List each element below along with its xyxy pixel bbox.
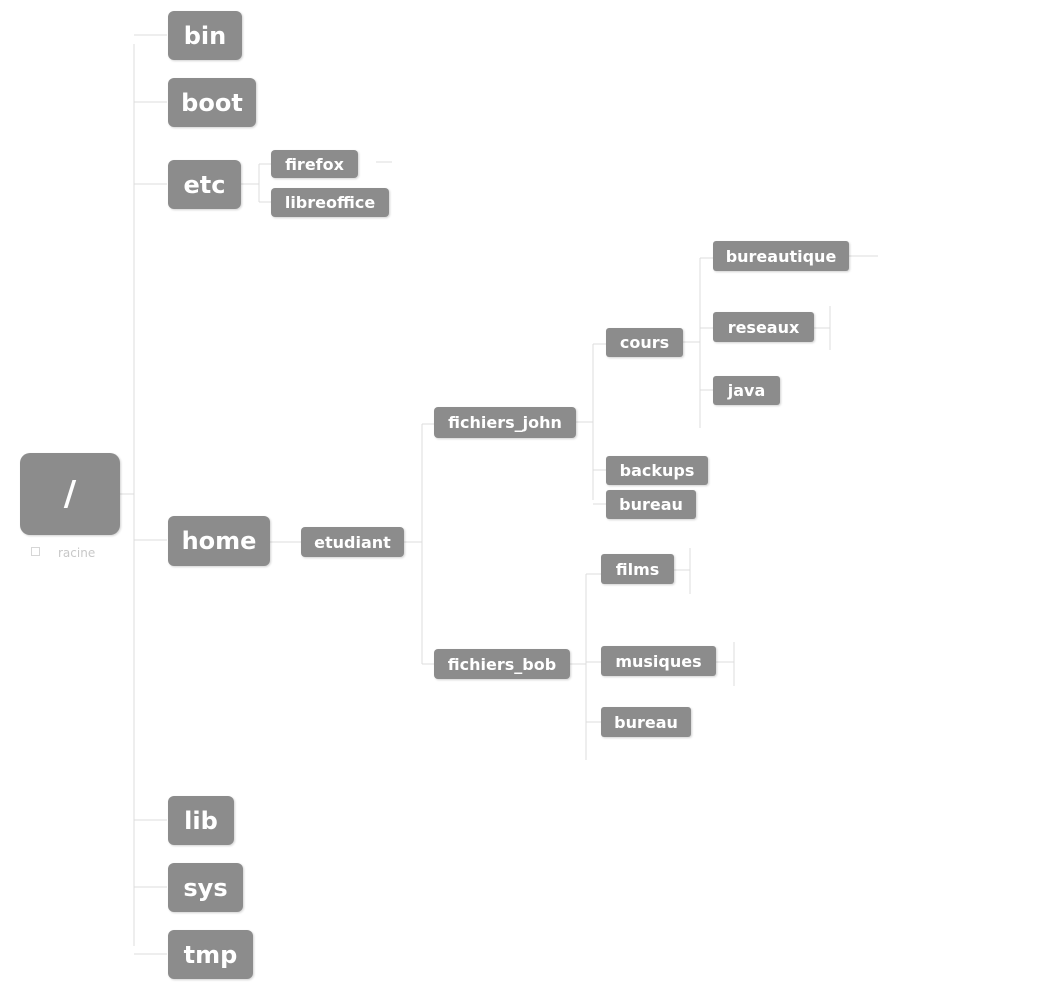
node-firefox[interactable]: firefox xyxy=(271,150,358,178)
node-sys[interactable]: sys xyxy=(168,863,243,912)
node-bureau-bob[interactable]: bureau xyxy=(601,707,691,737)
node-backups[interactable]: backups xyxy=(606,456,708,485)
node-fichiers-bob[interactable]: fichiers_bob xyxy=(434,649,570,679)
node-films[interactable]: films xyxy=(601,554,674,584)
node-bin[interactable]: bin xyxy=(168,11,242,60)
node-libreoffice[interactable]: libreoffice xyxy=(271,188,389,217)
root-node[interactable]: / xyxy=(20,453,120,535)
node-fichiers-john[interactable]: fichiers_john xyxy=(434,407,576,438)
node-home[interactable]: home xyxy=(168,516,270,566)
node-tmp[interactable]: tmp xyxy=(168,930,253,979)
node-etc[interactable]: etc xyxy=(168,160,241,209)
node-java[interactable]: java xyxy=(713,376,780,405)
root-caption: racine xyxy=(58,546,96,560)
root-caption-checkbox xyxy=(31,547,40,556)
node-bureautique[interactable]: bureautique xyxy=(713,241,849,271)
node-bureau-john[interactable]: bureau xyxy=(606,490,696,519)
node-reseaux[interactable]: reseaux xyxy=(713,312,814,342)
node-boot[interactable]: boot xyxy=(168,78,256,127)
node-cours[interactable]: cours xyxy=(606,328,683,357)
node-etudiant[interactable]: etudiant xyxy=(301,527,404,557)
node-lib[interactable]: lib xyxy=(168,796,234,845)
node-musiques[interactable]: musiques xyxy=(601,646,716,676)
